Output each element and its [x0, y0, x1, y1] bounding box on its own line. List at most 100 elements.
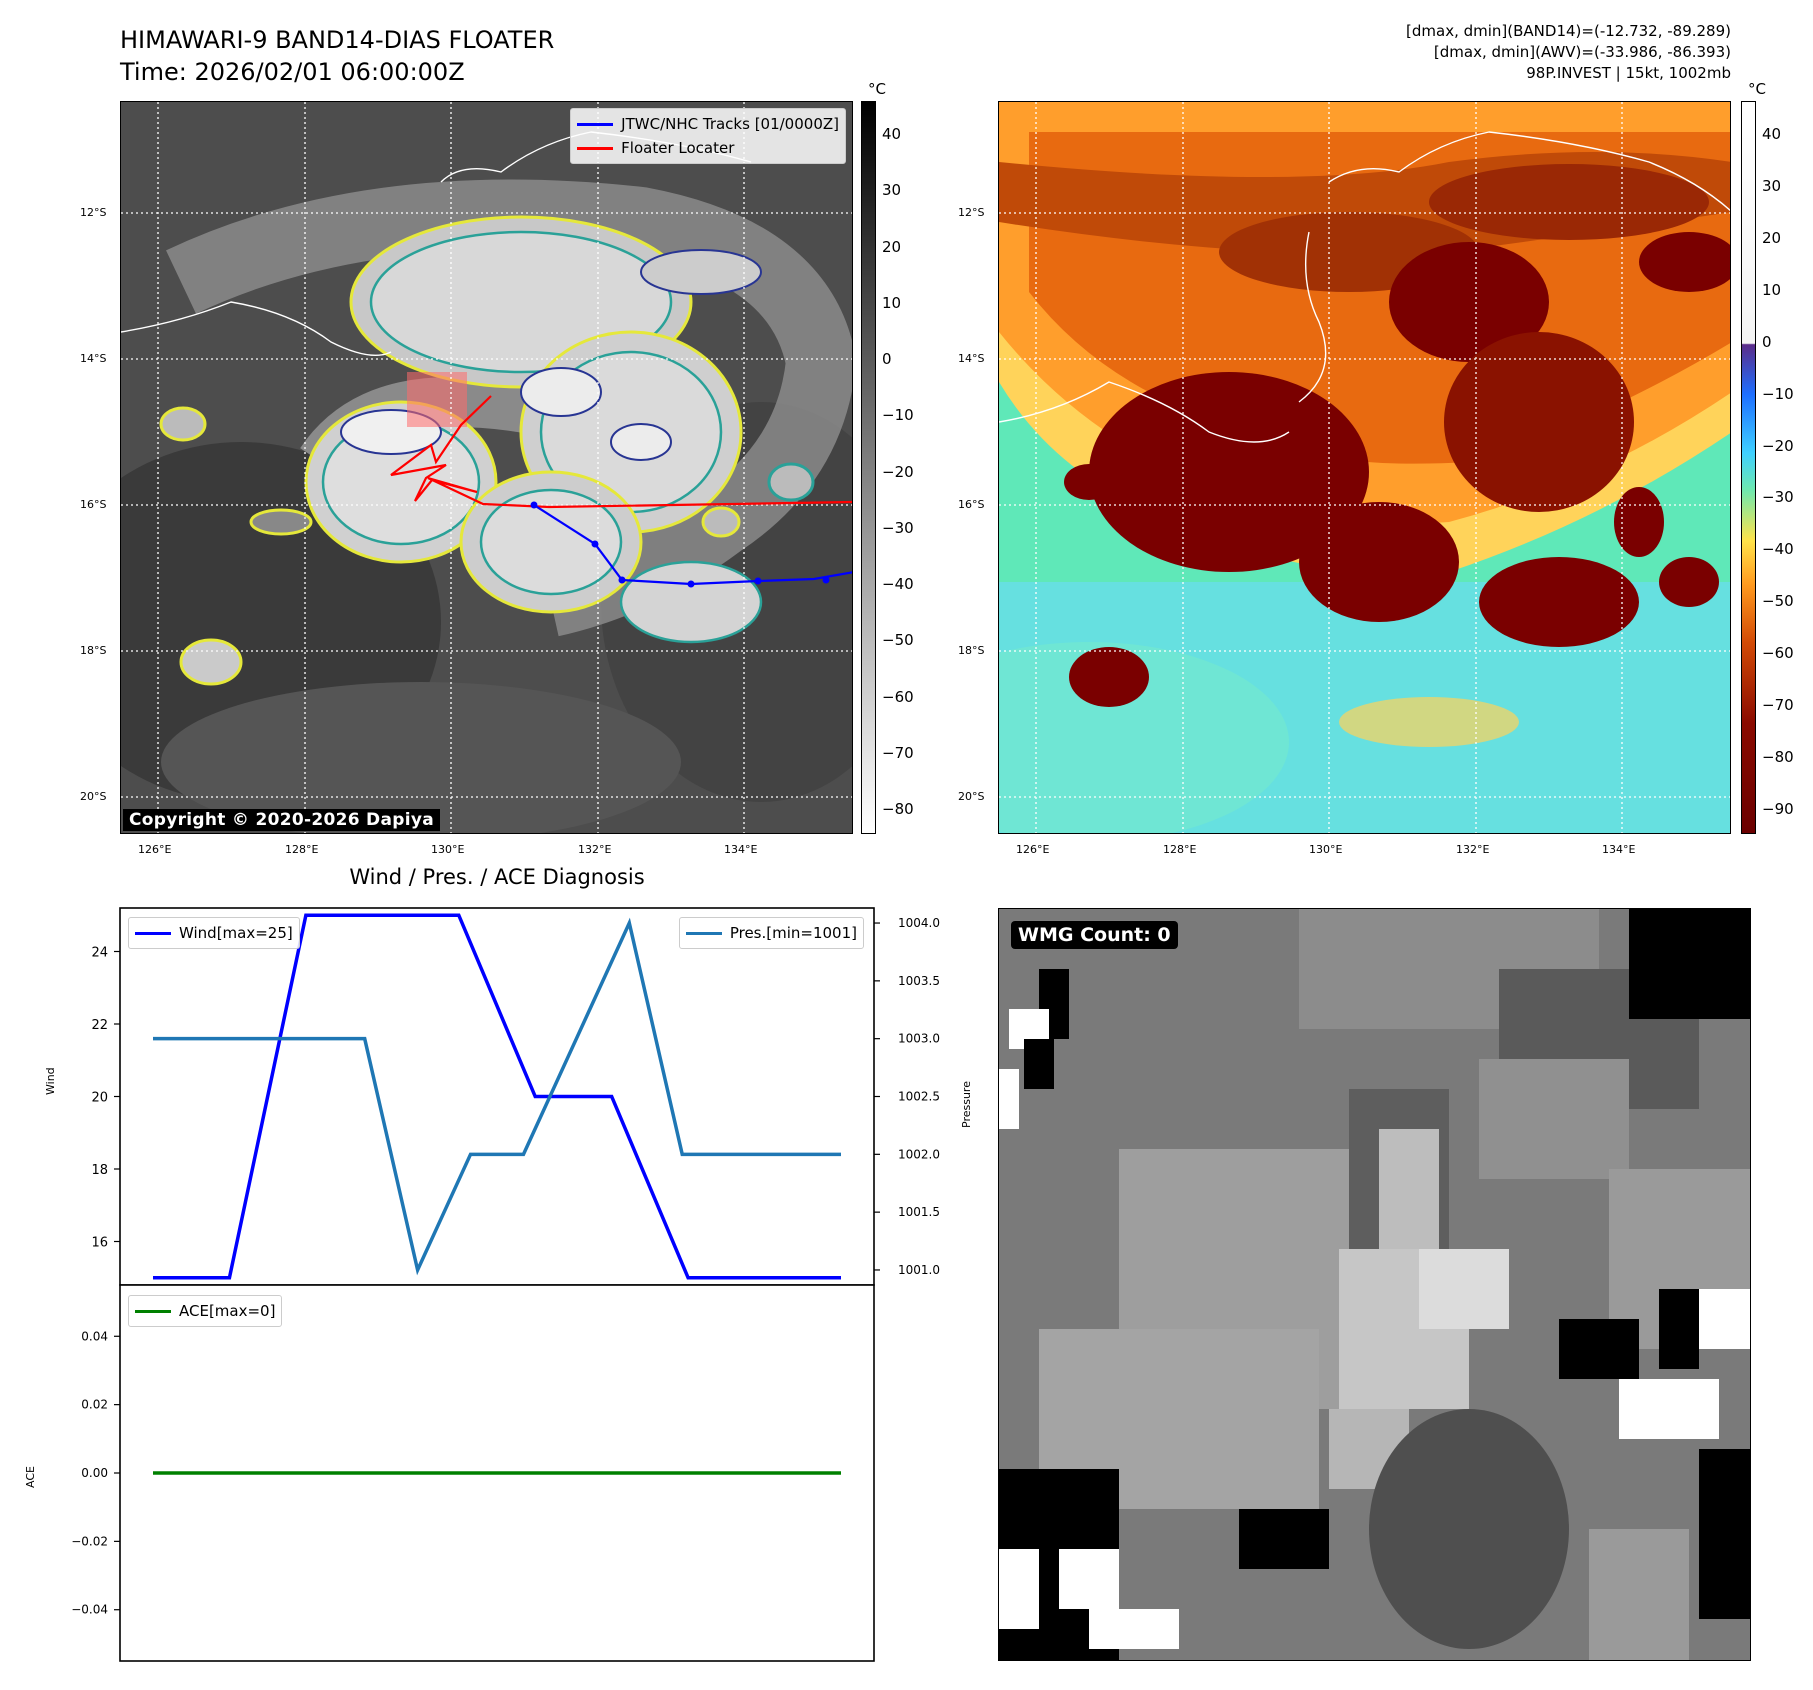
ir-colorbar-tick-label: 40 [882, 125, 902, 143]
pressure-tick-label: 1002.0 [898, 1147, 940, 1161]
pressure-tick-label: 1003.0 [898, 1032, 940, 1046]
figure-title: HIMAWARI-9 BAND14-DIAS FLOATER [120, 26, 555, 54]
copyright-label: Copyright © 2020-2026 Dapiya [123, 809, 440, 831]
ir-colorbar-tick-label: −40 [882, 575, 914, 593]
ace-tick-label: −0.02 [71, 1534, 108, 1548]
pressure-series-line [153, 917, 841, 1276]
awv-colorbar-tick-label: 10 [1762, 280, 1782, 299]
ir-map-panel: JTWC/NHC Tracks [01/0000Z] Floater Locat… [120, 101, 853, 834]
awv-lon-126e: 126°E [1016, 843, 1050, 856]
awv-colorbar-tick-label: −70 [1762, 696, 1794, 715]
wind-tick-label: 20 [91, 1091, 108, 1106]
awv-colorbar-unit: °C [1748, 80, 1766, 98]
awv-colorbar-tick-label: −20 [1762, 436, 1794, 455]
wind-legend: Wind[max=25] [128, 917, 300, 949]
awv-colorbar-tick-label: −30 [1762, 488, 1794, 507]
ir-lon-128e: 128°E [285, 843, 319, 856]
ir-colorbar-tick-label: −70 [882, 743, 914, 762]
wmg-panel: WMG Count: 0 [998, 908, 1751, 1661]
ir-colorbar-tick-label: −60 [882, 687, 914, 706]
awv-colorbar [1741, 101, 1756, 834]
awv-map-panel [998, 101, 1731, 834]
wind-legend-label: Wind[max=25] [179, 924, 293, 942]
pressure-tick-label: 1001.0 [898, 1263, 940, 1277]
wmg-image [999, 909, 1750, 1660]
floater-locater-track [390, 395, 852, 509]
awv-colorbar-tick-label: −90 [1762, 800, 1794, 818]
ir-lon-126e: 126°E [138, 843, 172, 856]
ir-colorbar-tick-label: −50 [882, 631, 914, 650]
ace-legend: ACE[max=0] [128, 1295, 283, 1327]
ace-legend-swatch [135, 1309, 171, 1313]
awv-lat-16s: 16°S [958, 498, 985, 511]
awv-colorbar-tick-label: −10 [1762, 384, 1794, 403]
floater-legend-swatch [577, 146, 614, 150]
ace-tick-label: 0.00 [81, 1466, 108, 1480]
pressure-tick-label: 1001.5 [898, 1205, 940, 1219]
floater-legend-label: Floater Locater [621, 139, 735, 157]
wind-tick-label: 18 [91, 1163, 108, 1178]
storm-info-text: 98P.INVEST | 15kt, 1002mb [1526, 64, 1731, 82]
ir-colorbar-tick-label: −20 [882, 462, 914, 481]
awv-lat-18s: 18°S [958, 644, 985, 657]
ir-colorbar-tick-label: −30 [882, 518, 914, 537]
pressure-tick-label: 1003.5 [898, 974, 940, 988]
wind-tick-label: 24 [91, 946, 108, 961]
awv-lat-14s: 14°S [958, 352, 985, 365]
pressure-tick-label: 1004.0 [898, 916, 940, 930]
ir-lat-18s: 18°S [80, 644, 107, 657]
track-legend-swatch [577, 122, 614, 126]
awv-lon-128e: 128°E [1163, 843, 1197, 856]
pressure-legend-swatch [685, 931, 722, 935]
ir-lat-16s: 16°S [80, 498, 107, 511]
wind-legend-swatch [135, 931, 171, 935]
awv-colorbar-tick-label: −50 [1762, 592, 1794, 611]
awv-colorbar-tick-label: 40 [1762, 125, 1782, 143]
awv-colorbar-tick-label: 20 [1762, 228, 1782, 247]
awv-colorbar-tick-label: 0 [1762, 332, 1772, 351]
awv-colorbar-tick-label: −60 [1762, 644, 1794, 663]
awv-colorbar-tick-label: −80 [1762, 748, 1794, 767]
pressure-legend-label: Pres.[min=1001] [729, 924, 857, 942]
track-legend-label: JTWC/NHC Tracks [01/0000Z] [621, 115, 839, 133]
ir-colorbar-tick-label: 10 [882, 293, 902, 312]
figure-time: Time: 2026/02/01 06:00:00Z [120, 58, 465, 86]
ir-colorbar-tick-label: 20 [882, 237, 902, 256]
wind-pressure-axes [119, 907, 875, 1286]
ace-legend-label: ACE[max=0] [179, 1302, 276, 1320]
ir-colorbar-unit: °C [868, 80, 886, 98]
wind-tick-label: 22 [91, 1018, 108, 1033]
wmg-count-badge: WMG Count: 0 [1011, 921, 1178, 949]
ir-lon-132e: 132°E [578, 843, 612, 856]
ir-map-image [121, 102, 852, 833]
awv-lon-134e: 134°E [1602, 843, 1636, 856]
ir-legend: JTWC/NHC Tracks [01/0000Z] Floater Locat… [570, 108, 846, 164]
ace-tick-label: −0.04 [71, 1603, 108, 1617]
pressure-legend: Pres.[min=1001] [678, 917, 864, 949]
ir-lat-14s: 14°S [80, 352, 107, 365]
awv-lat-12s: 12°S [958, 206, 985, 219]
awv-lat-20s: 20°S [958, 790, 985, 803]
ace-tick-label: 0.02 [81, 1398, 108, 1412]
pressure-tick-label: 1002.5 [898, 1090, 940, 1104]
ir-lat-12s: 12°S [80, 206, 107, 219]
diagnosis-title: Wind / Pres. / ACE Diagnosis [349, 865, 645, 889]
ir-colorbar-tick-label: 0 [882, 350, 892, 368]
ir-colorbar-tick-label: −10 [882, 406, 914, 425]
ir-colorbar-tick-label: −80 [882, 800, 914, 818]
awv-lon-130e: 130°E [1309, 843, 1343, 856]
awv-lon-132e: 132°E [1456, 843, 1490, 856]
awv-map-image [999, 102, 1730, 833]
ace-tick-label: 0.04 [81, 1329, 108, 1343]
band14-range-text: [dmax, dmin](BAND14)=(-12.732, -89.289) [1406, 22, 1731, 40]
ir-lon-134e: 134°E [724, 843, 758, 856]
wind-tick-label: 16 [91, 1236, 108, 1251]
awv-range-text: [dmax, dmin](AWV)=(-33.986, -86.393) [1433, 43, 1731, 61]
awv-colorbar-tick-label: −40 [1762, 540, 1794, 559]
ir-lon-130e: 130°E [431, 843, 465, 856]
awv-colorbar-tick-label: 30 [1762, 176, 1782, 195]
wind-series-line [153, 913, 841, 1280]
ir-colorbar-tick-label: 30 [882, 181, 902, 200]
ir-lat-20s: 20°S [80, 790, 107, 803]
